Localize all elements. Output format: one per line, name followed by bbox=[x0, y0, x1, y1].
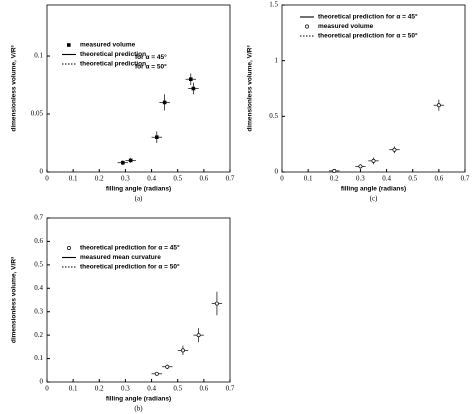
y-tick-label: 0.6 bbox=[34, 237, 43, 245]
x-tick-label: 0.1 bbox=[304, 175, 313, 183]
x-tick-label: 0.1 bbox=[69, 175, 78, 183]
annotation: for α = 45° bbox=[135, 53, 167, 61]
x-tick-label: 0.5 bbox=[173, 385, 182, 393]
x-tick-label: 0.3 bbox=[121, 175, 130, 183]
data-point bbox=[188, 77, 193, 82]
x-tick-label: 0.6 bbox=[434, 175, 443, 183]
x-tick-label: 0.4 bbox=[382, 175, 391, 183]
x-tick-label: 0.6 bbox=[199, 385, 208, 393]
legend-symbol bbox=[67, 43, 71, 47]
y-tick-label: 1 bbox=[275, 56, 279, 64]
x-tick-label: 0.3 bbox=[356, 175, 365, 183]
y-axis-label: dimensionless volume, V/R³ bbox=[247, 45, 254, 132]
data-point bbox=[436, 103, 441, 108]
y-tick-label: 0.5 bbox=[269, 112, 278, 120]
legend-label: theoretical prediction for α = 50° bbox=[318, 32, 418, 40]
legend-label: measured volume bbox=[80, 42, 136, 49]
x-tick-label: 0.7 bbox=[226, 175, 235, 183]
caption: (a) bbox=[135, 195, 143, 203]
legend-symbol bbox=[67, 246, 71, 250]
y-axis-label: dimensionless volume, V/R³ bbox=[11, 256, 18, 343]
y-tick-label: 0.5 bbox=[34, 260, 43, 268]
data-point bbox=[358, 164, 363, 169]
x-tick-label: 0.2 bbox=[95, 385, 104, 393]
legend-label: measured volume bbox=[318, 23, 374, 30]
x-tick-label: 0.1 bbox=[69, 385, 78, 393]
x-tick-label: 0.6 bbox=[199, 175, 208, 183]
data-point bbox=[121, 160, 125, 165]
y-tick-label: 0.1 bbox=[34, 354, 43, 362]
legend-label: theoretical prediction for α = 50° bbox=[80, 263, 180, 271]
y-tick-label: 0.2 bbox=[34, 331, 43, 339]
data-point bbox=[180, 348, 185, 353]
y-tick-label: 0 bbox=[275, 168, 279, 176]
y-tick-label: 0.4 bbox=[34, 284, 43, 292]
x-tick-label: 0.4 bbox=[147, 385, 156, 393]
x-tick-label: 0 bbox=[45, 175, 49, 183]
y-tick-label: 0 bbox=[40, 168, 44, 176]
data-point bbox=[165, 364, 170, 369]
x-tick-label: 0.7 bbox=[226, 385, 235, 393]
x-tick-label: 0.3 bbox=[121, 385, 130, 393]
x-tick-label: 0.5 bbox=[173, 175, 182, 183]
data-point bbox=[162, 100, 167, 105]
x-tick-label: 0.7 bbox=[461, 175, 470, 183]
legend-label: measured mean curvature bbox=[80, 254, 161, 261]
plot-frame bbox=[46, 217, 231, 383]
plot-frame bbox=[46, 4, 231, 173]
caption: (b) bbox=[134, 405, 143, 413]
plot-frame bbox=[281, 4, 466, 173]
y-tick-label: 0.3 bbox=[34, 307, 43, 315]
legend-label: theoretical prediction bbox=[80, 51, 146, 58]
caption: (c) bbox=[370, 195, 378, 203]
data-point bbox=[128, 158, 133, 163]
x-tick-label: 0.4 bbox=[147, 175, 156, 183]
data-point bbox=[154, 371, 159, 376]
y-tick-label: 0.05 bbox=[31, 110, 44, 118]
legend-label: theoretical prediction for α = 45° bbox=[318, 13, 418, 21]
data-point bbox=[191, 86, 196, 91]
legend-label: theoretical prediction for α = 45° bbox=[80, 244, 180, 252]
y-axis-label: dimensionless volume, V/R³ bbox=[11, 45, 18, 132]
legend-label: theoretical prediction bbox=[80, 61, 146, 68]
x-axis-label: filling angle (radians) bbox=[106, 396, 171, 403]
y-tick-label: 0.1 bbox=[34, 52, 43, 60]
x-axis-label: filling angle (radians) bbox=[106, 186, 171, 193]
x-tick-label: 0.5 bbox=[408, 175, 417, 183]
x-tick-label: 0 bbox=[45, 385, 49, 393]
x-tick-label: 0.2 bbox=[95, 175, 104, 183]
data-point bbox=[392, 147, 397, 152]
data-point bbox=[214, 301, 219, 306]
y-tick-label: 0.7 bbox=[34, 214, 43, 222]
x-tick-label: 0 bbox=[280, 175, 284, 183]
y-tick-label: 1.5 bbox=[269, 1, 278, 9]
x-axis-label: filling angle (radians) bbox=[341, 186, 406, 193]
x-tick-label: 0.2 bbox=[330, 175, 339, 183]
data-point bbox=[332, 168, 337, 173]
y-tick-label: 0 bbox=[40, 378, 44, 386]
data-point bbox=[371, 158, 376, 163]
data-point bbox=[155, 135, 159, 140]
legend-symbol bbox=[305, 24, 309, 29]
data-point bbox=[196, 333, 201, 338]
annotation: for α = 50° bbox=[135, 63, 167, 71]
